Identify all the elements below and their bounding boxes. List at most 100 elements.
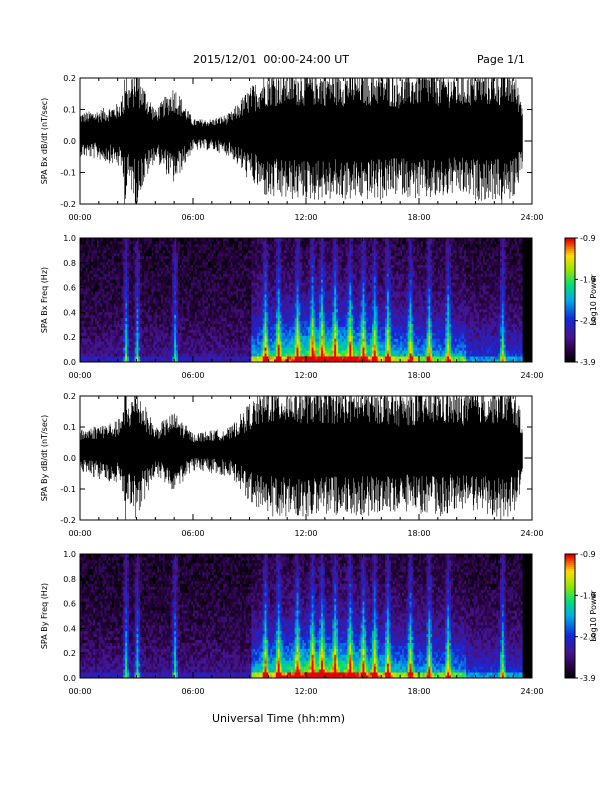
heatmap-cell	[85, 279, 88, 283]
panel-1	[79, 77, 533, 205]
heatmap-cell	[134, 276, 137, 280]
heatmap-cell	[89, 246, 92, 251]
heatmap-cell	[121, 288, 124, 292]
heatmap-cell	[132, 285, 136, 289]
heatmap-cell	[83, 317, 87, 322]
heatmap-cell	[132, 341, 136, 345]
heatmap-cell	[104, 314, 107, 319]
heatmap-cell	[89, 329, 92, 333]
heatmap-cell	[81, 288, 85, 292]
heatmap-cell	[112, 302, 115, 307]
heatmap-cell	[123, 273, 126, 277]
heatmap-cell	[119, 356, 122, 360]
heatmap-cell	[113, 288, 117, 292]
heatmap-cell	[117, 288, 120, 292]
heatmap-cell	[115, 332, 119, 336]
heatmap-cell	[81, 356, 85, 360]
heatmap-cell	[134, 344, 137, 348]
heatmap-cell	[83, 320, 87, 325]
heatmap-cell	[80, 288, 83, 292]
heatmap-cell	[81, 294, 85, 298]
heatmap-cell	[91, 305, 94, 310]
heatmap-cell	[85, 249, 88, 254]
heatmap-cell	[104, 238, 107, 242]
heatmap-cell	[121, 353, 124, 357]
heatmap-cell	[106, 305, 109, 310]
heatmap-cell	[125, 267, 128, 271]
heatmap-cell	[95, 329, 98, 333]
heatmap-cell	[110, 291, 113, 295]
heatmap-cell	[85, 350, 88, 354]
heatmap-cell	[136, 347, 139, 351]
heatmap-cell	[119, 332, 122, 336]
heatmap-cell	[121, 320, 124, 325]
heatmap-cell	[117, 255, 120, 260]
heatmap-cell	[85, 317, 88, 322]
heatmap-cell	[117, 305, 120, 310]
heatmap-cell	[136, 329, 139, 333]
heatmap-cell	[85, 238, 88, 242]
heatmap-cell	[87, 311, 90, 316]
heatmap-cell	[96, 285, 100, 289]
heatmap-cell	[89, 347, 92, 351]
heatmap-cell	[96, 291, 100, 295]
heatmap-cell	[85, 332, 88, 336]
heatmap-cell	[134, 326, 137, 330]
heatmap-cell	[115, 282, 119, 286]
heatmap-cell	[85, 297, 88, 301]
heatmap-cell	[119, 264, 122, 268]
heatmap-cell	[123, 297, 126, 301]
heatmap-cell	[108, 297, 111, 301]
heatmap-cell	[96, 261, 100, 265]
heatmap-cell	[85, 338, 88, 342]
heatmap-cell	[87, 255, 90, 260]
heatmap-cell	[85, 261, 88, 265]
heatmap-cell	[136, 350, 139, 354]
heatmap-cell	[106, 279, 109, 283]
heatmap-cell	[104, 246, 107, 251]
heatmap-cell	[85, 270, 88, 274]
heatmap-cell	[117, 320, 120, 325]
heatmap-cell	[128, 353, 132, 357]
heatmap-cell	[136, 341, 139, 345]
heatmap-cell	[91, 317, 94, 322]
heatmap-cell	[115, 246, 119, 251]
heatmap-cell	[83, 255, 87, 260]
heatmap-cell	[89, 258, 92, 263]
heatmap-cell	[132, 300, 136, 304]
heatmap-cell	[115, 288, 119, 292]
heatmap-cell	[121, 267, 124, 271]
heatmap-cell	[117, 258, 120, 263]
heatmap-cell	[102, 243, 105, 248]
heatmap-cell	[100, 270, 103, 274]
heatmap-cell	[110, 246, 113, 251]
heatmap-cell	[113, 249, 117, 254]
heatmap-cell	[98, 320, 102, 325]
heatmap-cell	[115, 320, 119, 325]
heatmap-cell	[119, 300, 122, 304]
heatmap-cell	[130, 347, 134, 351]
heatmap-cell	[104, 300, 107, 304]
heatmap-cell	[95, 332, 98, 336]
heatmap-cell	[102, 297, 105, 301]
heatmap-cell	[134, 311, 137, 316]
heatmap-cell	[83, 276, 87, 280]
heatmap-cell	[123, 240, 126, 245]
heatmap-cell	[117, 356, 120, 360]
heatmap-cell	[85, 356, 88, 360]
heatmap-cell	[123, 238, 126, 242]
heatmap-cell	[91, 314, 94, 319]
heatmap-cell	[80, 359, 83, 363]
heatmap-cell	[91, 294, 94, 298]
heatmap-cell	[98, 297, 102, 301]
heatmap-cell	[125, 270, 128, 274]
heatmap-cell	[81, 270, 85, 274]
heatmap-cell	[98, 350, 102, 354]
heatmap-cell	[128, 246, 132, 251]
heatmap-cell	[127, 264, 130, 268]
heatmap-cell	[98, 258, 102, 263]
heatmap-cell	[117, 243, 120, 248]
heatmap-cell	[127, 282, 130, 286]
heatmap-cell	[127, 243, 130, 248]
heatmap-cell	[123, 350, 126, 354]
